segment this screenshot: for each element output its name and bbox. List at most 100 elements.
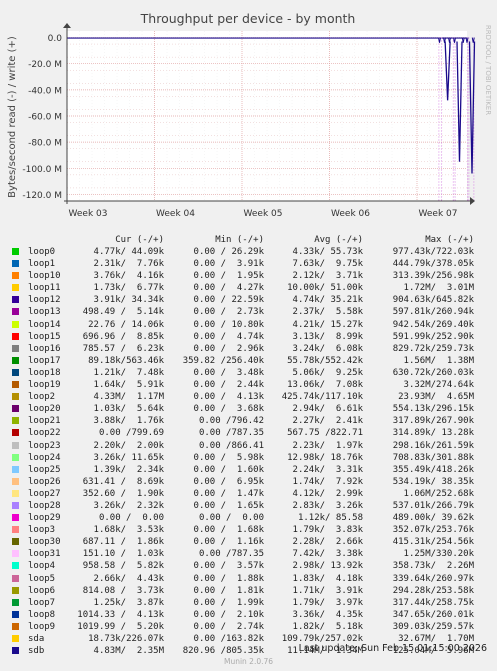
legend-min-value: 0.00 /796.42 [198,416,264,427]
x-axis-arrow [470,197,475,205]
legend-max-value: 339.64k/260.97k [392,573,474,584]
legend-cur-value: 814.08 / 3.73k [82,585,164,596]
legend-cur-value: 1.39k/ 2.34k [93,464,164,475]
series-spike [465,37,469,43]
legend-avg-value: 10.00k/ 51.00k [287,283,363,294]
y-tick-label: -40.0 M [28,86,62,96]
legend-cur-value: 4.83M/ 2.35M [93,646,164,657]
legend-series-cell: loop20 [8,403,62,415]
legend-row: loop9 1019.99 / 5.20k 0.00 / 2.74k 1.82k/ 5… [8,621,474,633]
legend-min-value: 0.00 / 4.13k [193,392,264,403]
legend-avg-value: 2.98k/ 13.92k [292,561,363,572]
legend-series-name: loop21 [28,416,61,427]
legend-max-value: 317.44k/258.75k [392,597,474,608]
legend-color-swatch [12,477,19,485]
legend-avg-value: 109.79k/257.02k [281,634,363,644]
legend-row: loop17 89.18k/563.46k 359.82 /256.40k 55.78… [8,355,474,367]
legend-series-name: loop20 [28,404,61,415]
legend-avg-value: 1.82k/ 5.18k [292,621,363,632]
y-axis-label: Bytes/second read (-) / write (+) [7,36,18,198]
legend-header-row: Cur (-/+) Min (-/+) Avg (-/+) Max (-/+) [8,234,474,246]
legend-max-value: 309.03k/259.57k [392,621,474,632]
legend-max-value: 3.32M/274.64k [403,380,474,391]
y-tick-label: -100.0 M [22,165,62,175]
legend-cur-value: 1.25k/ 3.87k [93,597,164,608]
legend-cur-value: 1.68k/ 3.53k [93,525,164,536]
legend-avg-value: 4.12k/ 2.99k [292,488,363,499]
legend-series-cell: loop27 [8,488,62,500]
legend-series-cell: loop14 [8,319,62,331]
legend-row: loop11 1.73k/ 6.77k 0.00 / 4.27k 10.00k/ 51… [8,282,474,294]
legend-color-swatch [12,441,19,449]
y-tick-label: -60.0 M [28,113,62,123]
legend-series-cell: loop15 [8,331,62,343]
legend-max-value: 554.13k/296.15k [392,404,474,415]
legend-color-swatch [12,574,19,582]
legend-row: loop2 4.33M/ 1.17M 0.00 / 4.13k 425.74k/117… [8,391,474,403]
legend-row: loop20 1.03k/ 5.64k 0.00 / 3.68k 2.94k/ 6.6… [8,403,474,415]
x-tick-label: Week 04 [156,209,195,219]
legend-min-value: 0.00 /866.41 [198,440,264,451]
legend-series-cell: loop12 [8,294,62,306]
legend-cur-value: 1.21k/ 7.48k [93,367,164,378]
legend-max-value: 942.54k/269.40k [392,319,474,330]
legend-series-cell: loop3 [8,524,62,536]
x-tick-label: Week 05 [244,209,283,219]
legend-max-value: 355.49k/418.26k [392,464,474,475]
legend-color-swatch [12,344,19,352]
legend-row: loop8 1014.33 / 4.13k 0.00 / 2.10k 3.36k/ 4… [8,609,474,621]
legend-min-value: 0.00 /163.82k [193,634,264,644]
legend-max-value: 298.16k/261.59k [392,440,474,451]
legend-cur-value: 3.76k/ 4.16k [93,271,164,282]
legend-avg-value: 2.94k/ 6.61k [292,404,363,415]
legend-series-cell: loop26 [8,476,62,488]
legend-series-name: sda [28,634,45,644]
legend-color-swatch [12,514,19,522]
legend-max-value: 415.31k/254.56k [392,537,474,548]
legend-color-swatch [12,296,19,304]
legend-avg-value: 425.74k/117.10k [281,392,363,403]
legend-avg-value: 4.33k/ 55.73k [292,247,363,257]
series-spike [448,37,451,43]
chart-title: Throughput per device - by month [140,11,356,26]
legend-row: loop26 631.41 / 8.69k 0.00 / 6.95k 1.74k/ 7… [8,476,474,488]
legend-max-value: 314.89k/ 13.28k [392,428,474,439]
legend-cur-value: 3.88k/ 1.76k [93,416,164,427]
legend-series-cell: loop11 [8,282,62,294]
legend-series-name: loop13 [28,307,61,318]
legend-color-swatch [12,562,19,570]
legend-cur-value: 2.31k/ 7.76k [93,259,164,270]
legend-min-value: 0.00 / 1.81k [193,585,264,596]
legend-color-swatch [12,635,19,642]
legend-min-value: 0.00 / 0.00 [198,513,264,524]
legend-series-name: loop4 [28,561,56,572]
x-tick-labels: Week 03 Week 04 Week 05 Week 06 Week 07 [69,209,458,219]
legend-max-value: 125.04M/ 5.96M [392,646,474,657]
legend-series-cell: loop19 [8,379,62,391]
series-dip [444,41,451,101]
x-tick-label: Week 06 [331,209,370,219]
legend-series-name: loop25 [28,464,61,475]
legend-cur-value: 3.26k/ 2.32k [93,500,164,511]
legend-color-swatch [12,308,19,316]
legend-series-cell: loop5 [8,573,62,585]
legend-color-swatch [12,417,19,425]
legend-max-value: 1.72M/ 3.01M [403,283,474,294]
legend-series-name: loop12 [28,295,61,306]
legend-min-value: 0.00 / 26.29k [193,247,264,257]
legend-color-swatch [12,429,19,437]
y-tick-label: -20.0 M [28,60,62,70]
legend-min-value: 0.00 / 3.68k [193,404,264,415]
legend-series-cell: loop0 [8,246,62,258]
legend-color-swatch [12,393,19,401]
legend-row: loop28 3.26k/ 2.32k 0.00 / 1.65k 2.83k/ 3.2… [8,500,474,512]
x-tick-label: Week 07 [419,209,458,219]
legend-row: loop0 4.77k/ 44.09k 0.00 / 26.29k 4.33k/ 55… [8,246,474,258]
legend-series-cell: loop23 [8,440,62,452]
throughput-chart: Throughput per device - by month Bytes/s… [7,11,492,219]
legend-series-cell: loop25 [8,464,62,476]
legend-min-value: 0.00 / 1.99k [193,597,264,608]
legend-row: loop25 1.39k/ 2.34k 0.00 / 1.60k 2.24k/ 3.3… [8,464,474,476]
legend-cur-value: 2.20k/ 2.00k [93,440,164,451]
legend-cur-value: 3.91k/ 34.34k [93,295,164,306]
